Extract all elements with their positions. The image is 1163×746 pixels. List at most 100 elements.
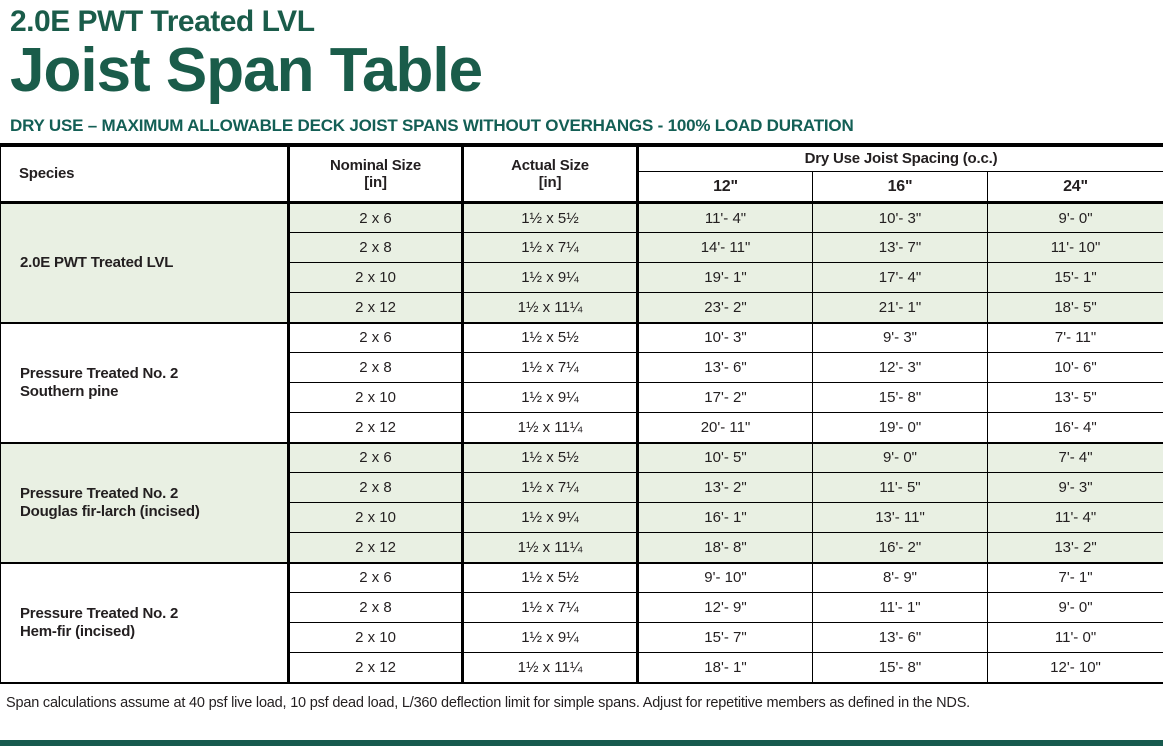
table-header: Species Nominal Size [in] Actual Size [i… (0, 144, 1163, 204)
span-16-cell: 13'- 6" (812, 622, 988, 653)
actual-size-cell: 1½ x 7¼ (461, 352, 638, 383)
header-spacing-16: 16" (812, 171, 988, 204)
actual-size-cell: 1½ x 7¼ (461, 232, 638, 263)
span-16-cell: 13'- 7" (812, 232, 988, 263)
header-actual-size: Actual Size [in] (461, 144, 638, 204)
actual-size-cell: 1½ x 5½ (461, 441, 638, 473)
span-16-cell: 15'- 8" (812, 652, 988, 683)
span-24-cell: 15'- 1" (986, 262, 1163, 293)
span-12-cell: 9'- 10" (636, 561, 813, 593)
span-12-cell: 17'- 2" (636, 382, 813, 413)
table-row: 2.0E PWT Treated LVL 2 x 6 1½ x 5½ 11'- 4" 1… (0, 201, 1163, 323)
table-row: 2 x 10 1½ x 9¼ 15'- 7" 13'- 6" 11'- 0" (1, 622, 1163, 653)
span-12-cell: 15'- 7" (636, 622, 813, 653)
table-row: 2 x 12 1½ x 11¼ 18'- 8" 16'- 2" 13'- 2" (1, 532, 1163, 563)
span-12-cell: 10'- 3" (636, 321, 813, 353)
span-24-cell: 13'- 2" (986, 532, 1163, 563)
table-row: 2 x 12 1½ x 11¼ 23'- 2" 21'- 1" 18'- 5" (1, 292, 1163, 323)
actual-size-cell: 1½ x 7¼ (461, 592, 638, 623)
span-12-cell: 13'- 6" (636, 352, 813, 383)
span-16-cell: 19'- 0" (812, 412, 988, 443)
span-16-cell: 13'- 11" (812, 502, 988, 533)
actual-size-cell: 1½ x 5½ (461, 201, 638, 233)
span-12-cell: 18'- 1" (636, 652, 813, 683)
actual-size-cell: 1½ x 7¼ (461, 472, 638, 503)
span-24-cell: 7'- 1" (986, 561, 1163, 593)
actual-size-cell: 1½ x 5½ (461, 321, 638, 353)
table-row: Pressure Treated No. 2 Douglas fir-larch … (0, 441, 1163, 563)
table-row: 2 x 10 1½ x 9¼ 16'- 1" 13'- 11" 11'- 4" (1, 502, 1163, 533)
span-24-cell: 7'- 4" (986, 441, 1163, 473)
nominal-size-cell: 2 x 10 (287, 622, 463, 653)
span-12-cell: 11'- 4" (636, 201, 813, 233)
span-16-cell: 10'- 3" (812, 201, 988, 233)
header-spacing-group: Dry Use Joist Spacing (o.c.) (635, 144, 1163, 172)
span-16-cell: 16'- 2" (812, 532, 988, 563)
span-24-cell: 9'- 3" (986, 472, 1163, 503)
span-24-cell: 9'- 0" (986, 592, 1163, 623)
footnote: Span calculations assume at 40 psf live … (6, 694, 971, 711)
span-16-cell: 15'- 8" (812, 382, 988, 413)
span-12-cell: 20'- 11" (636, 412, 813, 443)
span-16-cell: 9'- 0" (812, 441, 988, 473)
span-16-cell: 21'- 1" (812, 292, 988, 323)
table-row: Pressure Treated No. 2 Southern pine 2 x 6… (0, 321, 1163, 443)
span-24-cell: 18'- 5" (986, 292, 1163, 323)
nominal-size-cell: 2 x 10 (287, 502, 463, 533)
span-16-cell: 11'- 1" (812, 592, 988, 623)
nominal-size-cell: 2 x 6 (287, 201, 463, 233)
nominal-size-cell: 2 x 10 (287, 382, 463, 413)
span-16-cell: 8'- 9" (812, 561, 988, 593)
actual-size-cell: 1½ x 11¼ (461, 292, 638, 323)
span-16-cell: 9'- 3" (812, 321, 988, 353)
table-row: 2 x 8 1½ x 7¼ 14'- 11" 13'- 7" 11'- 10" (1, 232, 1163, 263)
species-label: Southern pine (20, 382, 119, 400)
span-12-cell: 10'- 5" (636, 441, 813, 473)
nominal-size-cell: 2 x 12 (287, 292, 463, 323)
table-row: Pressure Treated No. 2 Hem-fir (incised) 2… (0, 561, 1163, 683)
species-label: Pressure Treated No. 2 (20, 484, 179, 502)
species-label: Hem-fir (incised) (20, 622, 135, 640)
actual-size-cell: 1½ x 9¼ (461, 382, 638, 413)
header-species: Species (0, 144, 289, 204)
span-12-cell: 19'- 1" (636, 262, 813, 293)
page-header: 2.0E PWT Treated LVL Joist Span Table (0, 0, 1163, 102)
span-12-cell: 18'- 8" (636, 532, 813, 563)
table-row: 2 x 8 1½ x 7¼ 13'- 2" 11'- 5" 9'- 3" (1, 472, 1163, 503)
span-12-cell: 14'- 11" (636, 232, 813, 263)
nominal-size-cell: 2 x 8 (287, 472, 463, 503)
span-24-cell: 10'- 6" (986, 352, 1163, 383)
actual-size-cell: 1½ x 9¼ (461, 622, 638, 653)
nominal-size-cell: 2 x 8 (287, 232, 463, 263)
species-label: Douglas fir-larch (incised) (20, 502, 200, 520)
span-24-cell: 7'- 11" (986, 321, 1163, 353)
nominal-size-cell: 2 x 6 (287, 561, 463, 593)
header-actual-size-line1: Actual Size (511, 156, 589, 174)
nominal-size-cell: 2 x 12 (287, 532, 463, 563)
header-nominal-size-line1: Nominal Size (330, 156, 421, 174)
header-row-main: Species Nominal Size [in] Actual Size [i… (0, 144, 1163, 204)
species-label: 2.0E PWT Treated LVL (20, 253, 174, 271)
header-nominal-size: Nominal Size [in] (287, 144, 463, 204)
species-label: Pressure Treated No. 2 (20, 364, 179, 382)
document-subtitle-product: 2.0E PWT Treated LVL (10, 5, 315, 38)
species-cell: Pressure Treated No. 2 Douglas fir-larch … (0, 441, 289, 563)
span-24-cell: 12'- 10" (986, 652, 1163, 683)
actual-size-cell: 1½ x 11¼ (461, 532, 638, 563)
joist-span-table: Species Nominal Size [in] Actual Size [i… (0, 142, 1163, 684)
table-row: 2 x 8 1½ x 7¼ 12'- 9" 11'- 1" 9'- 0" (1, 592, 1163, 623)
nominal-size-cell: 2 x 12 (287, 412, 463, 443)
span-24-cell: 9'- 0" (986, 201, 1163, 233)
span-16-cell: 17'- 4" (812, 262, 988, 293)
nominal-size-cell: 2 x 6 (287, 321, 463, 353)
span-12-cell: 13'- 2" (636, 472, 813, 503)
actual-size-cell: 1½ x 9¼ (461, 502, 638, 533)
table-body: 2.0E PWT Treated LVL 2 x 6 1½ x 5½ 11'- 4" 1… (0, 201, 1163, 683)
header-row-spacings: 12" 16" 24" (1, 171, 1163, 204)
nominal-size-cell: 2 x 6 (287, 441, 463, 473)
table-row: 2 x 10 1½ x 9¼ 17'- 2" 15'- 8" 13'- 5" (1, 382, 1163, 413)
table-caption: DRY USE – MAXIMUM ALLOWABLE DECK JOIST S… (10, 115, 854, 135)
table-row: 2 x 10 1½ x 9¼ 19'- 1" 17'- 4" 15'- 1" (1, 262, 1163, 293)
span-24-cell: 11'- 0" (986, 622, 1163, 653)
header-nominal-size-unit: [in] (364, 173, 387, 191)
